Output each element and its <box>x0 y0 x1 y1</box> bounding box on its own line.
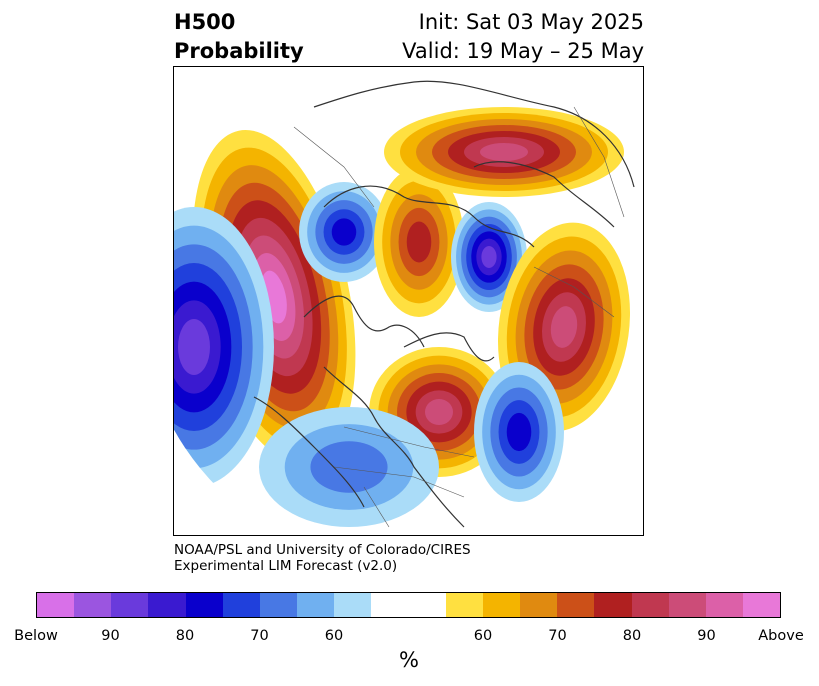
colorbar-swatch <box>445 593 483 617</box>
variable-label: H500 <box>174 10 236 34</box>
colorbar-swatch <box>74 593 112 617</box>
colorbar-swatch <box>668 593 706 617</box>
colorbar-unit: % <box>399 648 419 672</box>
colorbar-swatch <box>742 593 781 617</box>
colorbar-swatch <box>111 593 149 617</box>
colorbar-swatch <box>259 593 298 617</box>
atlantic-trough-anomaly <box>474 362 564 502</box>
colorbar-swatch <box>520 593 558 617</box>
colorbar-tick-label: 90 <box>101 628 120 644</box>
central-pacific-trough-contour <box>178 319 210 375</box>
plot-title-right: Init: Sat 03 May 2025 Valid: 19 May – 25… <box>402 8 644 66</box>
east-asia-ridge-contour <box>550 306 578 348</box>
western-us-trough-anomaly <box>259 407 439 527</box>
colorbar-swatch <box>594 593 632 617</box>
colorbar-tick-label: 60 <box>473 628 493 644</box>
greenland-ridge-contour <box>406 221 432 263</box>
central-pacific-trough-anomaly <box>174 207 274 487</box>
colorbar-tick-label: 60 <box>324 628 344 644</box>
plot-title-left: H500 Probability <box>174 8 304 66</box>
siberia-ridge-contour <box>480 143 528 161</box>
east-us-ridge-contour <box>425 399 453 425</box>
siberia-ridge-anomaly <box>384 107 624 197</box>
colorbar-tick-label: 80 <box>175 628 195 644</box>
colorbar-swatch <box>334 593 372 617</box>
colorbar-swatch <box>408 593 446 617</box>
colorbar-tick-label: 70 <box>548 628 567 644</box>
colorbar-swatch <box>557 593 595 617</box>
valid-range: Valid: 19 May – 25 May <box>402 39 644 63</box>
canada-trough-contour <box>331 218 357 246</box>
colorbar-tick-label: 90 <box>697 628 716 644</box>
colorbar <box>36 592 781 618</box>
canada-trough-anomaly <box>299 182 389 282</box>
probability-map-svg <box>174 80 635 528</box>
product-label: Probability <box>174 39 304 63</box>
western-us-trough-contour <box>310 441 388 493</box>
colorbar-swatch <box>631 593 669 617</box>
colorbar-swatch <box>148 593 186 617</box>
colorbar-swatch <box>705 593 743 617</box>
scandinavia-trough-contour <box>481 246 497 268</box>
colorbar-tick-label: 80 <box>622 628 642 644</box>
colorbar-swatch <box>297 593 335 617</box>
init-date: Init: Sat 03 May 2025 <box>418 10 644 34</box>
credit: NOAA/PSL and University of Colorado/CIRE… <box>174 542 471 574</box>
polar-map <box>173 66 644 536</box>
atlantic-trough-contour <box>506 412 532 452</box>
credit-line-2: Experimental LIM Forecast (v2.0) <box>174 558 398 574</box>
colorbar-swatch <box>482 593 521 617</box>
colorbar-tick-label: 70 <box>250 628 269 644</box>
greenland-ridge-anomaly <box>374 167 464 317</box>
credit-line-1: NOAA/PSL and University of Colorado/CIRE… <box>174 542 471 558</box>
colorbar-swatch <box>371 593 409 617</box>
colorbar-swatch <box>222 593 260 617</box>
colorbar-tick-label: Above <box>758 628 804 644</box>
colorbar-swatch <box>37 593 75 617</box>
colorbar-swatch <box>185 593 223 617</box>
political-borders <box>293 106 625 528</box>
colorbar-tick-label: Below <box>14 628 58 644</box>
coastlines <box>253 80 635 528</box>
